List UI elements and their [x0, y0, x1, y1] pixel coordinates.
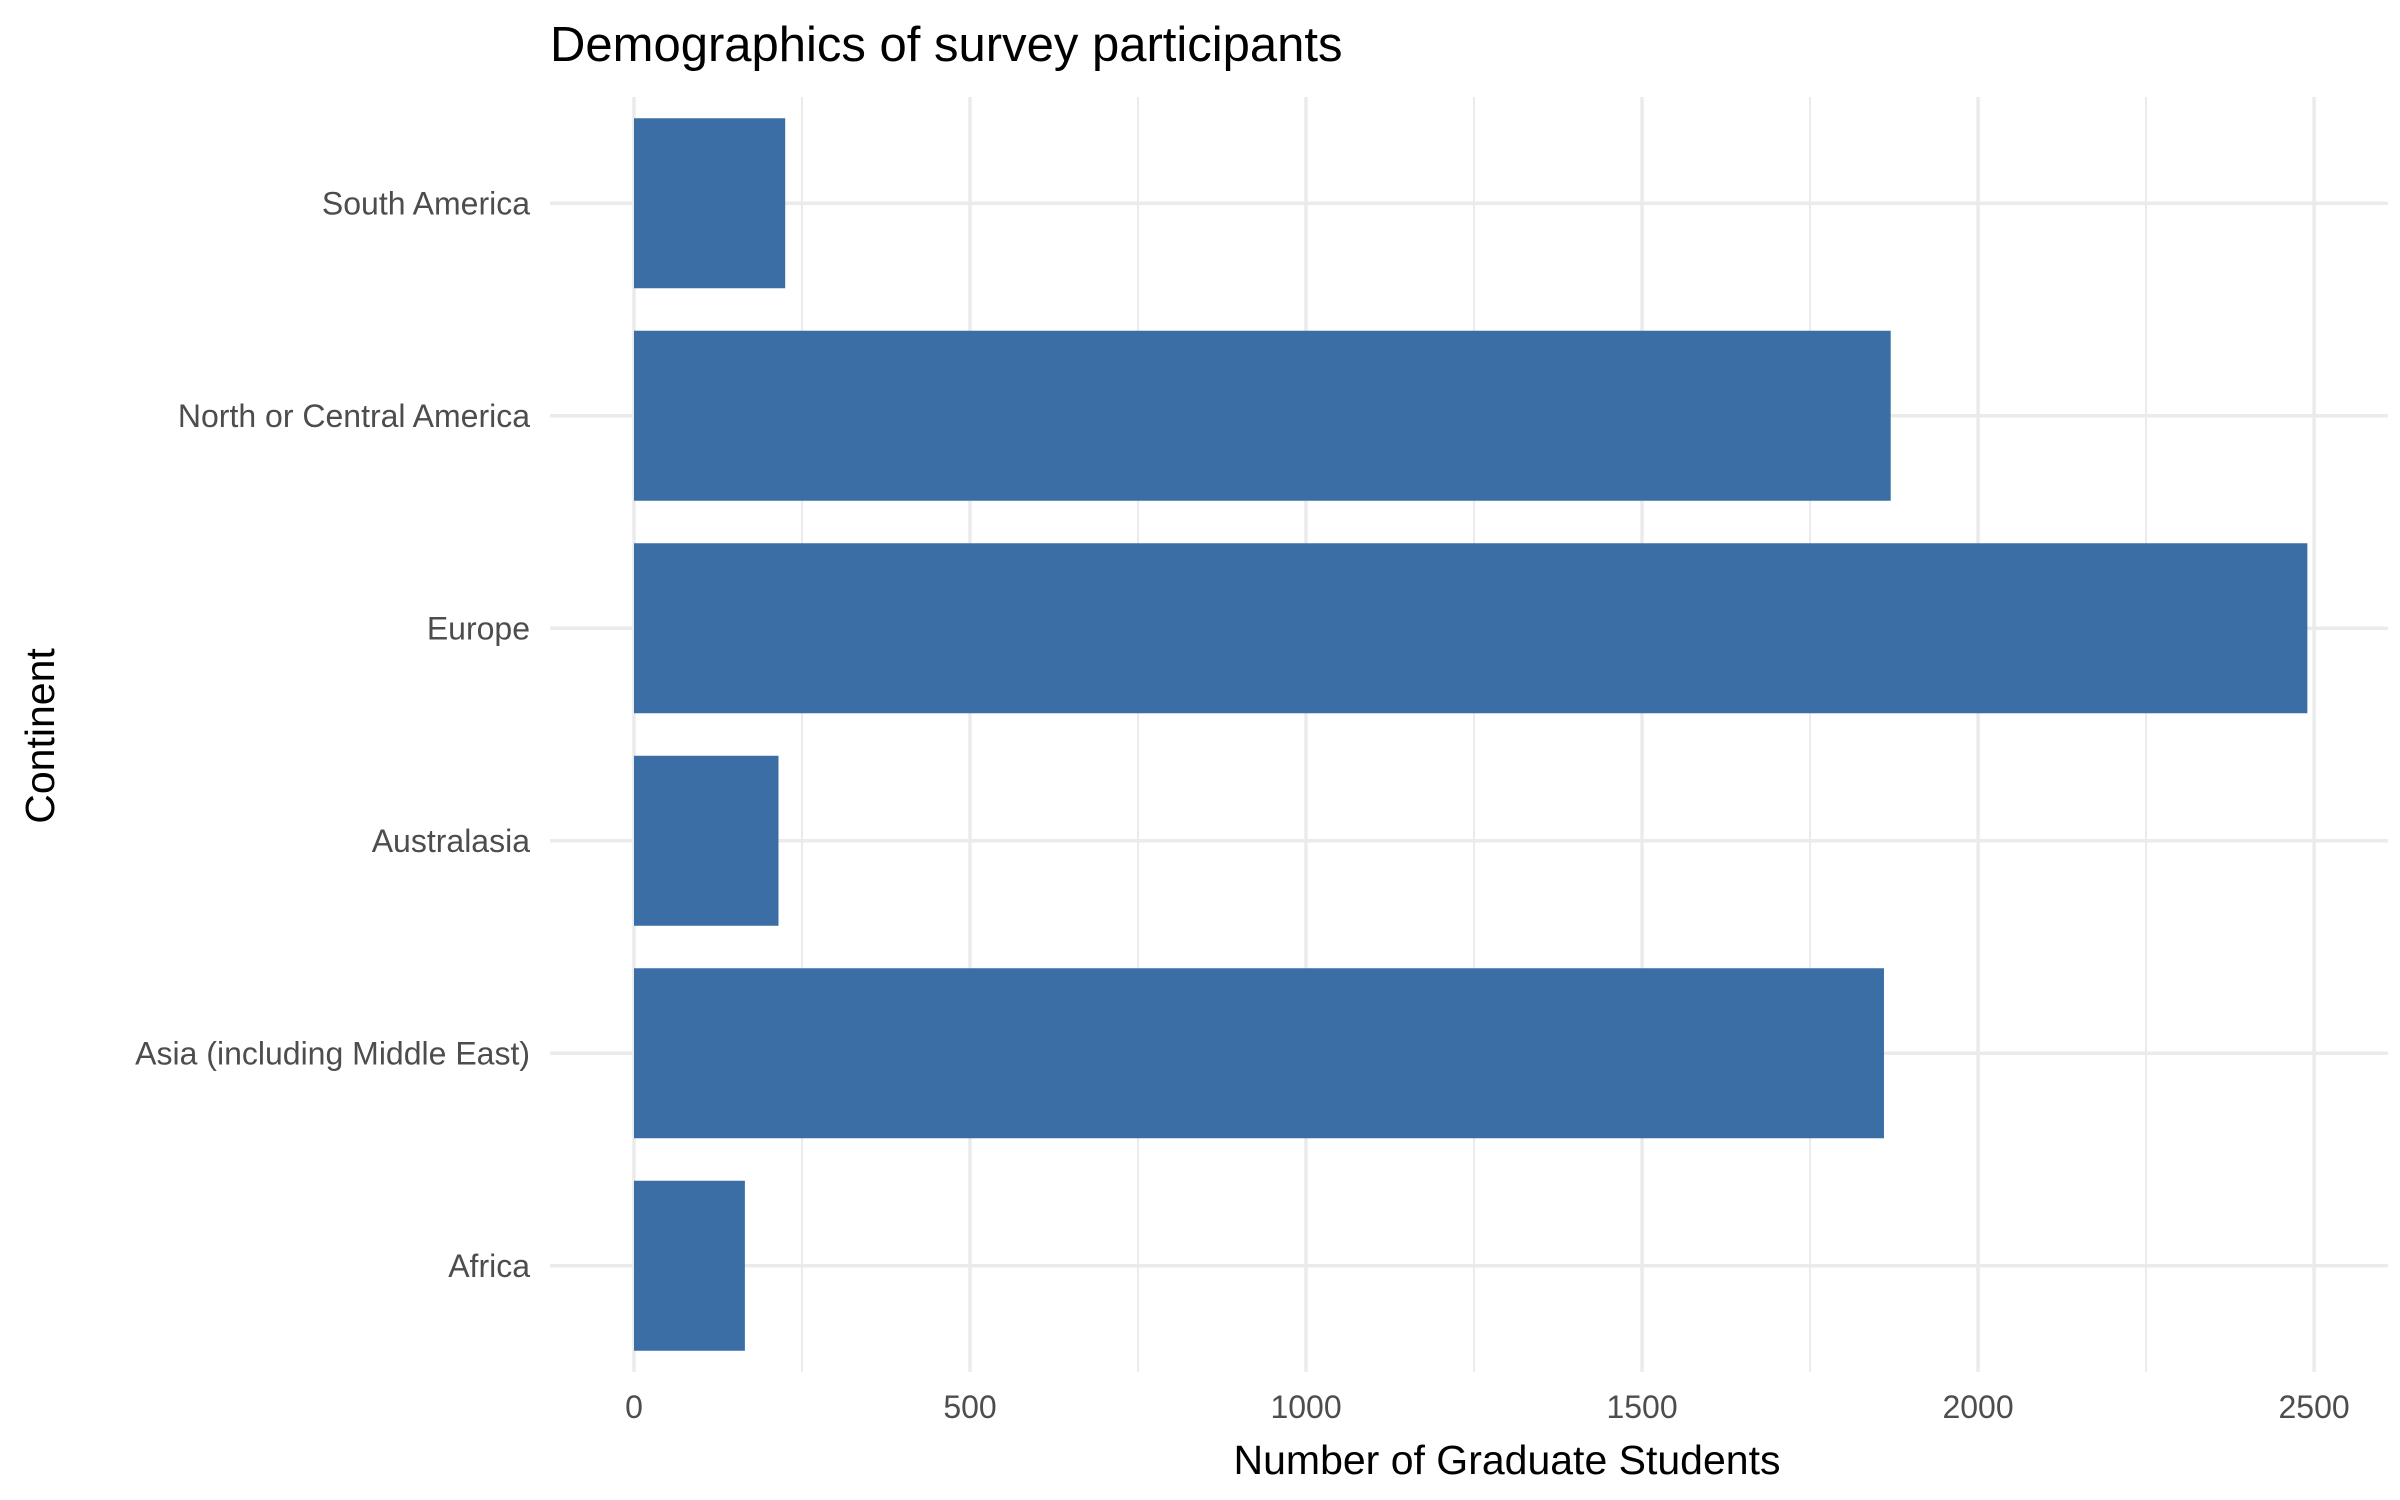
- x-axis-tick-labels: 0 500 1000 1500 2000 2500: [625, 1389, 2350, 1425]
- minor-gridlines: [801, 97, 2148, 1372]
- bar-asia-including-middle-east: [634, 968, 1884, 1139]
- chart-title: Demographics of survey participants: [550, 18, 1343, 72]
- x-tick-label: 500: [943, 1389, 996, 1425]
- x-tick-label: 1500: [1606, 1389, 1677, 1425]
- bar-north-or-central-america: [634, 330, 1891, 501]
- y-tick-label: Asia (including Middle East): [135, 1035, 530, 1071]
- bar-africa: [634, 1180, 745, 1351]
- y-axis-title: Continent: [17, 648, 63, 824]
- y-tick-label: Africa: [448, 1248, 530, 1284]
- x-tick-label: 1000: [1270, 1389, 1341, 1425]
- major-gridlines: [550, 97, 2388, 1372]
- x-axis-title: Number of Graduate Students: [1234, 1437, 1781, 1483]
- bar-australasia: [634, 755, 779, 926]
- bar-south-america: [634, 118, 786, 289]
- x-tick-label: 2500: [2278, 1389, 2349, 1425]
- y-tick-label: Australasia: [372, 823, 531, 859]
- bars: [634, 118, 2308, 1351]
- y-tick-label: North or Central America: [178, 398, 530, 434]
- y-axis-tick-labels: Africa Asia (including Middle East) Austra…: [135, 185, 530, 1284]
- y-tick-label: South America: [322, 185, 530, 221]
- y-tick-label: Europe: [427, 610, 530, 646]
- bar-europe: [634, 543, 2308, 714]
- x-tick-label: 0: [625, 1389, 643, 1425]
- x-tick-label: 2000: [1942, 1389, 2013, 1425]
